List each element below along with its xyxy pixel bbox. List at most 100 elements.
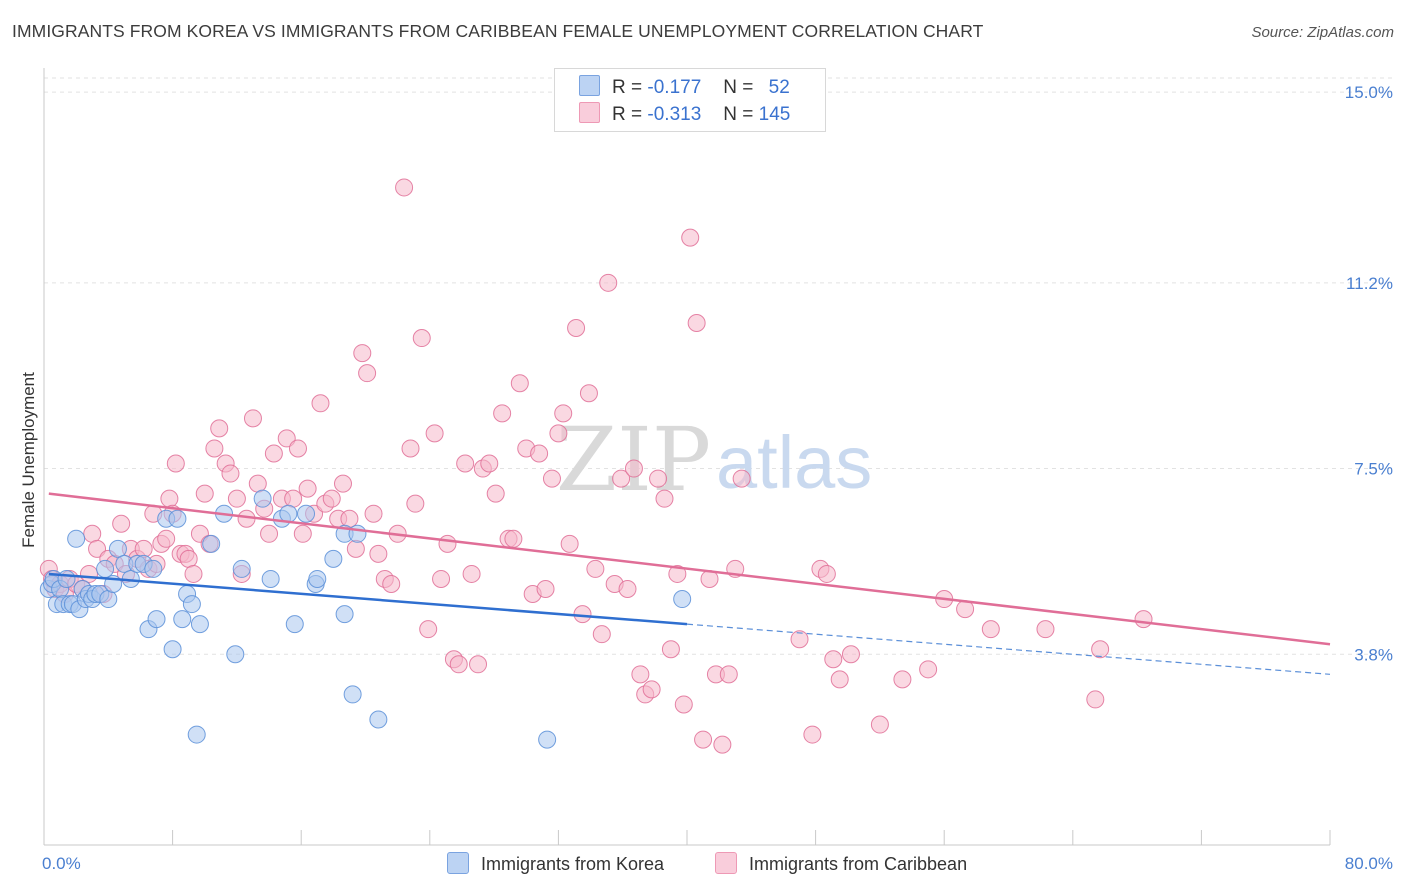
korea-point — [202, 534, 221, 553]
caribbean-point — [438, 534, 457, 553]
caribbean-point — [88, 539, 107, 558]
caribbean-point — [893, 670, 912, 689]
caribbean-point — [395, 178, 414, 197]
caribbean-point — [579, 384, 598, 403]
y-axis-title: Female Unemployment — [19, 372, 38, 548]
korea-point — [279, 504, 298, 523]
caribbean-point — [195, 484, 214, 503]
korea-point — [226, 645, 245, 664]
caribbean-point — [536, 580, 555, 599]
bottom-legend-label-caribbean: Immigrants from Caribbean — [749, 854, 968, 874]
caribbean-point — [713, 735, 732, 754]
caribbean-point — [573, 605, 592, 624]
legend-swatch-caribbean — [579, 102, 600, 123]
caribbean-point — [549, 424, 568, 443]
caribbean-point — [469, 655, 488, 674]
korea-point — [343, 685, 362, 704]
caribbean-point — [412, 329, 431, 348]
korea-point — [99, 590, 118, 609]
korea-point — [67, 529, 86, 548]
watermark-zip: ZIP — [556, 408, 711, 511]
caribbean-point — [419, 620, 438, 639]
bottom-legend-label-korea: Immigrants from Korea — [481, 854, 665, 874]
caribbean-point — [824, 650, 843, 669]
caribbean-point — [322, 489, 341, 508]
caribbean-point — [425, 424, 444, 443]
trend-lines — [48, 492, 1331, 675]
caribbean-point — [1091, 640, 1110, 659]
caribbean-point — [406, 494, 425, 513]
korea-point — [253, 489, 272, 508]
caribbean-point — [493, 404, 512, 423]
caribbean-point — [567, 318, 586, 337]
caribbean-point — [504, 529, 523, 548]
axes — [43, 68, 1331, 846]
caribbean-point — [841, 645, 860, 664]
caribbean-point — [166, 454, 185, 473]
legend-r-value-korea: -0.177 — [647, 77, 702, 98]
caribbean-point — [542, 469, 561, 488]
caribbean-point — [599, 273, 618, 292]
caribbean-point — [981, 620, 1000, 639]
caribbean-point — [298, 479, 317, 498]
caribbean-point — [631, 665, 650, 684]
caribbean-point — [674, 695, 693, 714]
caribbean-point — [112, 514, 131, 533]
caribbean-point — [687, 313, 706, 332]
caribbean-point — [284, 489, 303, 508]
korea-point — [147, 610, 166, 629]
korea-point — [232, 559, 251, 578]
legend-row-caribbean: R = -0.313 N = 145 — [579, 102, 790, 126]
korea-point — [673, 590, 692, 609]
legend-n-value-caribbean: 145 — [758, 104, 791, 125]
caribbean-point — [260, 524, 279, 543]
caribbean-point — [243, 409, 262, 428]
y-tick-labels: 3.8% 7.5% 11.2% 15.0% — [1345, 83, 1393, 664]
caribbean-point — [1086, 690, 1105, 709]
caribbean-point — [530, 444, 549, 463]
caribbean-point — [293, 524, 312, 543]
y-tick-label: 3.8% — [1354, 645, 1393, 664]
korea-point — [324, 549, 343, 568]
korea-point — [308, 569, 327, 588]
caribbean-point — [655, 489, 674, 508]
chart-title: IMMIGRANTS FROM KOREA VS IMMIGRANTS FROM… — [12, 21, 984, 41]
korea-point — [335, 605, 354, 624]
bottom-legend-korea: Immigrants from Korea — [447, 852, 664, 875]
korea-point — [96, 559, 115, 578]
x-axis-end-label: 80.0% — [1345, 854, 1393, 873]
caribbean-point — [179, 549, 198, 568]
source-note: Source: ZipAtlas.com — [1251, 24, 1394, 41]
korea-point — [57, 569, 76, 588]
korea-point — [108, 539, 127, 558]
caribbean-point — [1134, 610, 1153, 629]
y-tick-label: 11.2% — [1346, 274, 1393, 293]
caribbean-point — [369, 544, 388, 563]
caribbean-point — [83, 524, 102, 543]
caribbean-point — [340, 509, 359, 528]
legend-r-label: R = — [612, 77, 643, 98]
caribbean-point — [681, 228, 700, 247]
caribbean-point — [554, 404, 573, 423]
watermark: ZIP atlas — [556, 408, 872, 511]
caribbean-point — [919, 660, 938, 679]
caribbean-point — [803, 725, 822, 744]
caribbean-point — [510, 374, 529, 393]
korea-point — [173, 610, 192, 629]
legend-row-korea: R = -0.177 N = 52 — [579, 75, 790, 99]
korea-point — [182, 595, 201, 614]
y-tick-label: 7.5% — [1354, 460, 1393, 479]
caribbean-point — [346, 539, 365, 558]
caribbean-point — [353, 344, 372, 363]
caribbean-point — [432, 569, 451, 588]
caribbean-point — [668, 564, 687, 583]
caribbean-point — [382, 574, 401, 593]
caribbean-point — [311, 394, 330, 413]
korea-point — [168, 509, 187, 528]
caribbean-point — [210, 419, 229, 438]
legend-r-value-caribbean: -0.313 — [647, 104, 702, 125]
legend-n-label: N = — [723, 77, 754, 98]
legend-r-label: R = — [612, 104, 643, 125]
legend-n-label: N = — [723, 104, 754, 125]
caribbean-point — [612, 469, 631, 488]
